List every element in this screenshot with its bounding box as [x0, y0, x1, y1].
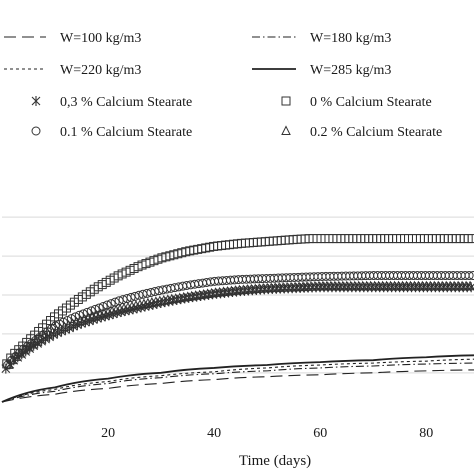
data-point-triangle — [95, 309, 105, 319]
legend-swatch — [31, 96, 41, 106]
legend: W=100 kg/m3 W=180 kg/m3 W=220 kg/m3 W=285 k… — [4, 31, 442, 140]
data-point-triangle — [67, 318, 78, 328]
legend-label: 0.1 % Calcium Stearate — [60, 125, 192, 140]
legend-swatch — [281, 96, 291, 106]
series-line-1 — [1, 362, 474, 403]
legend-label: W=180 kg/m3 — [310, 31, 391, 46]
data-point-circle — [118, 295, 128, 305]
legend-label: W=220 kg/m3 — [60, 63, 141, 78]
x-tick-label: 80 — [419, 426, 433, 441]
series-line-3 — [1, 354, 474, 403]
data-point-triangle — [87, 311, 98, 322]
grid — [2, 216, 474, 374]
data-point-triangle — [103, 306, 113, 317]
x-axis-ticks: 20 40 60 80 — [101, 426, 433, 441]
x-tick-label: 60 — [313, 426, 327, 441]
data-point-triangle — [51, 324, 62, 335]
data-point-triangle — [31, 336, 42, 346]
legend-swatch — [281, 125, 291, 135]
data-point-triangle — [79, 314, 90, 324]
data-point-circle — [122, 294, 132, 304]
data-point-triangle — [35, 333, 46, 344]
data-point-triangle — [59, 321, 70, 332]
legend-label: 0 % Calcium Stearate — [310, 95, 432, 110]
data-point-triangle — [75, 315, 86, 325]
x-axis-title: Time (days) — [239, 453, 311, 469]
data-point-triangle — [83, 312, 94, 323]
data-point-triangle — [23, 341, 34, 352]
legend-label: 0,3 % Calcium Stearate — [60, 95, 192, 110]
legend-label: W=100 kg/m3 — [60, 31, 141, 46]
data-point-square — [467, 234, 474, 244]
data-point-triangle — [107, 305, 117, 316]
data-point-circle — [106, 299, 116, 309]
data-point-triangle — [3, 359, 14, 369]
data-point-triangle — [55, 323, 66, 333]
data-point-circle — [70, 312, 80, 322]
x-tick-label: 40 — [207, 426, 221, 441]
data-point-triangle — [71, 316, 82, 327]
x-tick-label: 20 — [101, 426, 115, 441]
data-point-triangle — [47, 326, 58, 337]
series-line-0 — [1, 369, 474, 403]
data-point-triangle — [15, 347, 26, 358]
legend-label: 0.2 % Calcium Stearate — [310, 125, 442, 140]
data-point-triangle — [7, 354, 18, 365]
data-point-triangle — [19, 344, 30, 355]
series-line-2 — [1, 358, 474, 403]
data-point-circle — [110, 297, 120, 307]
data-point-triangle — [43, 328, 54, 339]
data-point-triangle — [99, 307, 109, 318]
data-point-triangle — [27, 338, 38, 349]
data-point-triangle — [11, 351, 22, 361]
data-point-circle — [468, 271, 474, 281]
data-point-circle — [126, 292, 136, 302]
data-point-triangle — [39, 331, 50, 341]
data-point-triangle — [465, 280, 474, 291]
data-point-triangle — [91, 310, 101, 320]
data-point-triangle — [63, 319, 74, 330]
data-point-circle — [114, 296, 124, 306]
data-point-circle — [464, 271, 474, 281]
legend-swatch — [31, 126, 41, 136]
series-markers — [1, 234, 474, 374]
legend-label: W=285 kg/m3 — [310, 63, 391, 78]
series-lines — [1, 354, 474, 403]
